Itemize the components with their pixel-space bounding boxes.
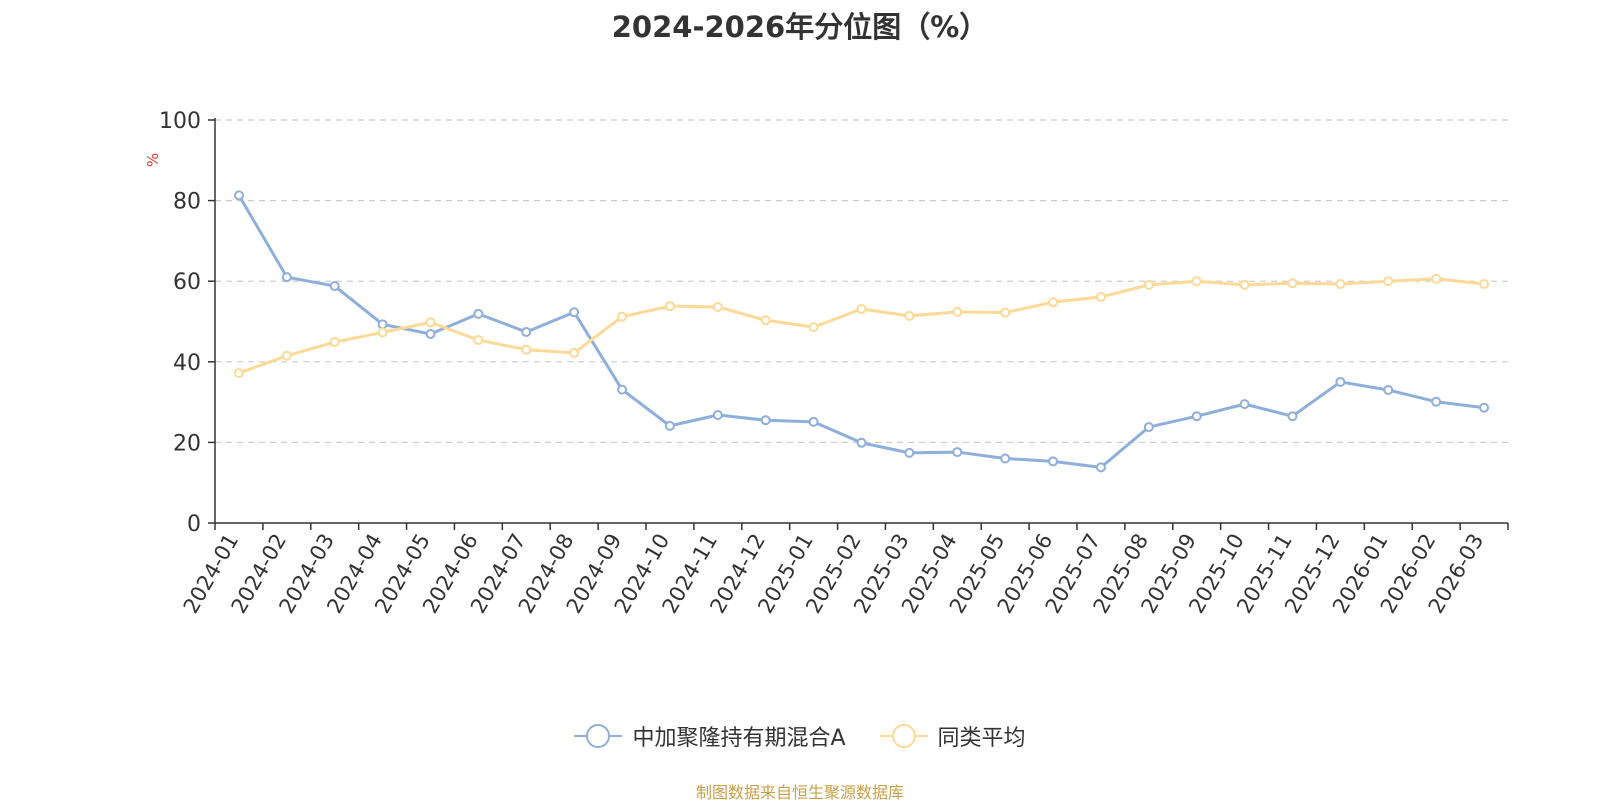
y-tick-label-4: 80	[173, 190, 201, 215]
chart-title: 2024-2026年分位图（%）	[611, 10, 989, 44]
series-0-point-2025-04	[952, 447, 963, 458]
series-0-point-2026-01	[1383, 385, 1394, 396]
series-0-point-2025-05	[1000, 453, 1011, 464]
series-0-point-2025-02	[856, 437, 867, 448]
series-1-point-2024-10	[664, 301, 675, 312]
series-0-point-2025-01	[808, 416, 819, 427]
series-0-point-2025-08	[1143, 422, 1154, 433]
series-0-point-2024-05	[425, 328, 436, 339]
series-1-point-2026-01	[1383, 276, 1394, 287]
series-0-point-2024-02	[281, 272, 292, 283]
series-1-point-2025-03	[904, 310, 915, 321]
series-0-point-2024-07	[521, 326, 532, 337]
y-tick-label-5: 100	[159, 109, 201, 134]
series-0-point-2024-10	[664, 420, 675, 431]
series-0-point-2024-03	[329, 281, 340, 292]
series-0-point-2025-12	[1335, 376, 1346, 387]
series-0-point-2025-09	[1191, 411, 1202, 422]
series-0-point-2024-04	[377, 319, 388, 330]
series-line-0	[237, 193, 1486, 469]
series-1-point-2024-06	[473, 335, 484, 346]
series-0-point-2024-09	[617, 384, 628, 395]
series-1-point-2024-04	[377, 327, 388, 338]
series-0-point-2025-07	[1095, 462, 1106, 473]
series-0-point-2026-03	[1479, 402, 1490, 413]
legend: 中加聚隆持有期混合A 同类平均	[0, 720, 1600, 752]
series-0-point-2025-03	[904, 447, 915, 458]
legend-swatch-icon	[574, 723, 623, 749]
series-1-point-2024-12	[760, 315, 771, 326]
y-tick-label-0: 0	[187, 512, 201, 537]
y-tick-label-2: 40	[173, 351, 201, 376]
y-axis-unit-label: %	[144, 153, 162, 167]
series-1-point-2024-01	[233, 368, 244, 379]
series-0-point-2025-06	[1048, 456, 1059, 467]
legend-label: 中加聚隆持有期混合A	[632, 726, 846, 751]
series-line-1	[237, 277, 1486, 375]
source-note: 制图数据来自恒生聚源数据库	[695, 783, 904, 802]
series-layer	[233, 190, 1490, 473]
legend-label: 同类平均	[937, 726, 1026, 751]
series-1-point-2025-11	[1287, 278, 1298, 289]
series-1-point-2025-04	[952, 306, 963, 317]
series-1-point-2025-06	[1048, 297, 1059, 308]
series-1-point-2024-05	[425, 317, 436, 328]
series-1-point-2025-10	[1239, 279, 1250, 290]
series-0-point-2025-11	[1287, 411, 1298, 422]
series-0-point-2024-08	[569, 307, 580, 318]
series-0-point-2024-01	[233, 190, 244, 201]
series-1-point-2025-01	[808, 322, 819, 333]
legend-item-1[interactable]: 同类平均	[879, 720, 1026, 752]
series-1-point-2024-07	[521, 344, 532, 355]
series-1-point-2024-11	[712, 301, 723, 312]
series-1-point-2025-02	[856, 304, 867, 315]
axis-layer: 0204060801002024-012024-022024-032024-04…	[159, 109, 1509, 617]
legend-swatch-icon	[879, 723, 928, 749]
legend-item-0[interactable]: 中加聚隆持有期混合A	[574, 720, 846, 752]
series-1-point-2024-02	[281, 350, 292, 361]
series-1-point-2025-08	[1143, 279, 1154, 290]
series-1-point-2025-05	[1000, 307, 1011, 318]
series-0-point-2025-10	[1239, 399, 1250, 410]
series-0-point-2026-02	[1431, 396, 1442, 407]
series-1-point-2024-09	[617, 311, 628, 322]
series-1-point-2025-12	[1335, 279, 1346, 290]
series-1-point-2024-03	[329, 337, 340, 348]
grid-layer	[215, 119, 1508, 443]
y-tick-label-1: 20	[173, 431, 201, 456]
series-1-point-2025-09	[1191, 276, 1202, 287]
series-0-point-2024-06	[473, 308, 484, 319]
series-0-point-2024-12	[760, 415, 771, 426]
series-0-point-2024-11	[712, 409, 723, 420]
y-tick-label-3: 60	[173, 270, 201, 295]
series-1-point-2026-02	[1431, 273, 1442, 284]
series-1-point-2024-08	[569, 347, 580, 358]
series-1-point-2026-03	[1479, 279, 1490, 290]
series-1-point-2025-07	[1095, 291, 1106, 302]
